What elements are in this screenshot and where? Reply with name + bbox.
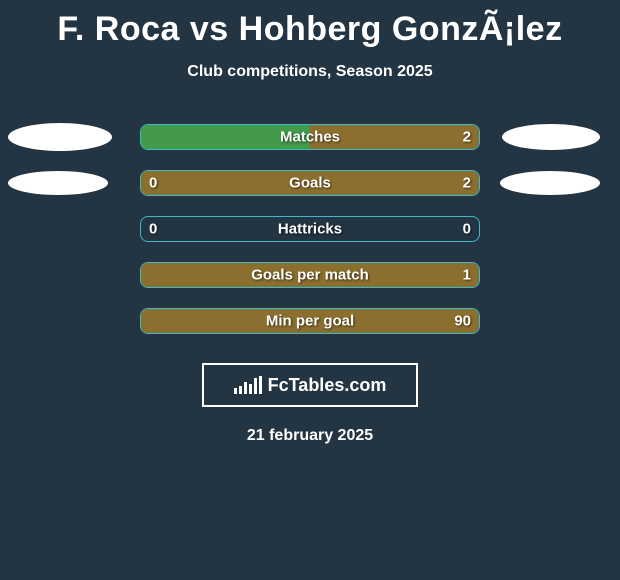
stat-label: Goals [289,175,331,192]
footer-date: 21 february 2025 [0,427,620,445]
right-value: 1 [463,267,471,284]
branding-chart-icon [234,376,262,394]
stat-label: Min per goal [266,313,354,330]
stat-bar: 1 Goals per match [140,262,480,288]
right-ellipse [502,124,600,150]
right-value: 90 [454,313,471,330]
right-value: 0 [463,221,471,238]
stat-row: 0 2 Goals [0,169,620,197]
stat-row: 1 Goals per match [0,261,620,289]
right-ellipse [500,171,600,195]
branding-bar [244,382,247,394]
left-ellipse [8,171,108,195]
stat-label: Hattricks [278,221,342,238]
stat-label: Matches [280,129,340,146]
stat-bar: 0 2 Goals [140,170,480,196]
right-value: 2 [463,175,471,192]
left-value: 0 [149,175,157,192]
branding-box[interactable]: FcTables.com [202,363,418,407]
stat-label: Goals per match [251,267,369,284]
stat-row: 0 0 Hattricks [0,215,620,243]
branding-bar [254,378,257,394]
branding-bar [259,376,262,394]
left-ellipse [8,123,112,151]
branding-bar [249,384,252,394]
branding-bar [239,386,242,394]
stat-bar: 0 0 Hattricks [140,216,480,242]
stat-bar: 2 Matches [140,124,480,150]
branding-bar [234,388,237,394]
stat-row: 2 Matches [0,123,620,151]
right-value: 2 [463,129,471,146]
left-value: 0 [149,221,157,238]
branding-text: FcTables.com [268,375,387,396]
stat-row: 90 Min per goal [0,307,620,335]
stat-bar: 90 Min per goal [140,308,480,334]
comparison-subtitle: Club competitions, Season 2025 [0,63,620,81]
comparison-title: F. Roca vs Hohberg GonzÃ¡lez [0,0,620,49]
stats-rows: 2 Matches 0 2 Goals 0 0 Hattricks 1 Goals per mat… [0,123,620,335]
